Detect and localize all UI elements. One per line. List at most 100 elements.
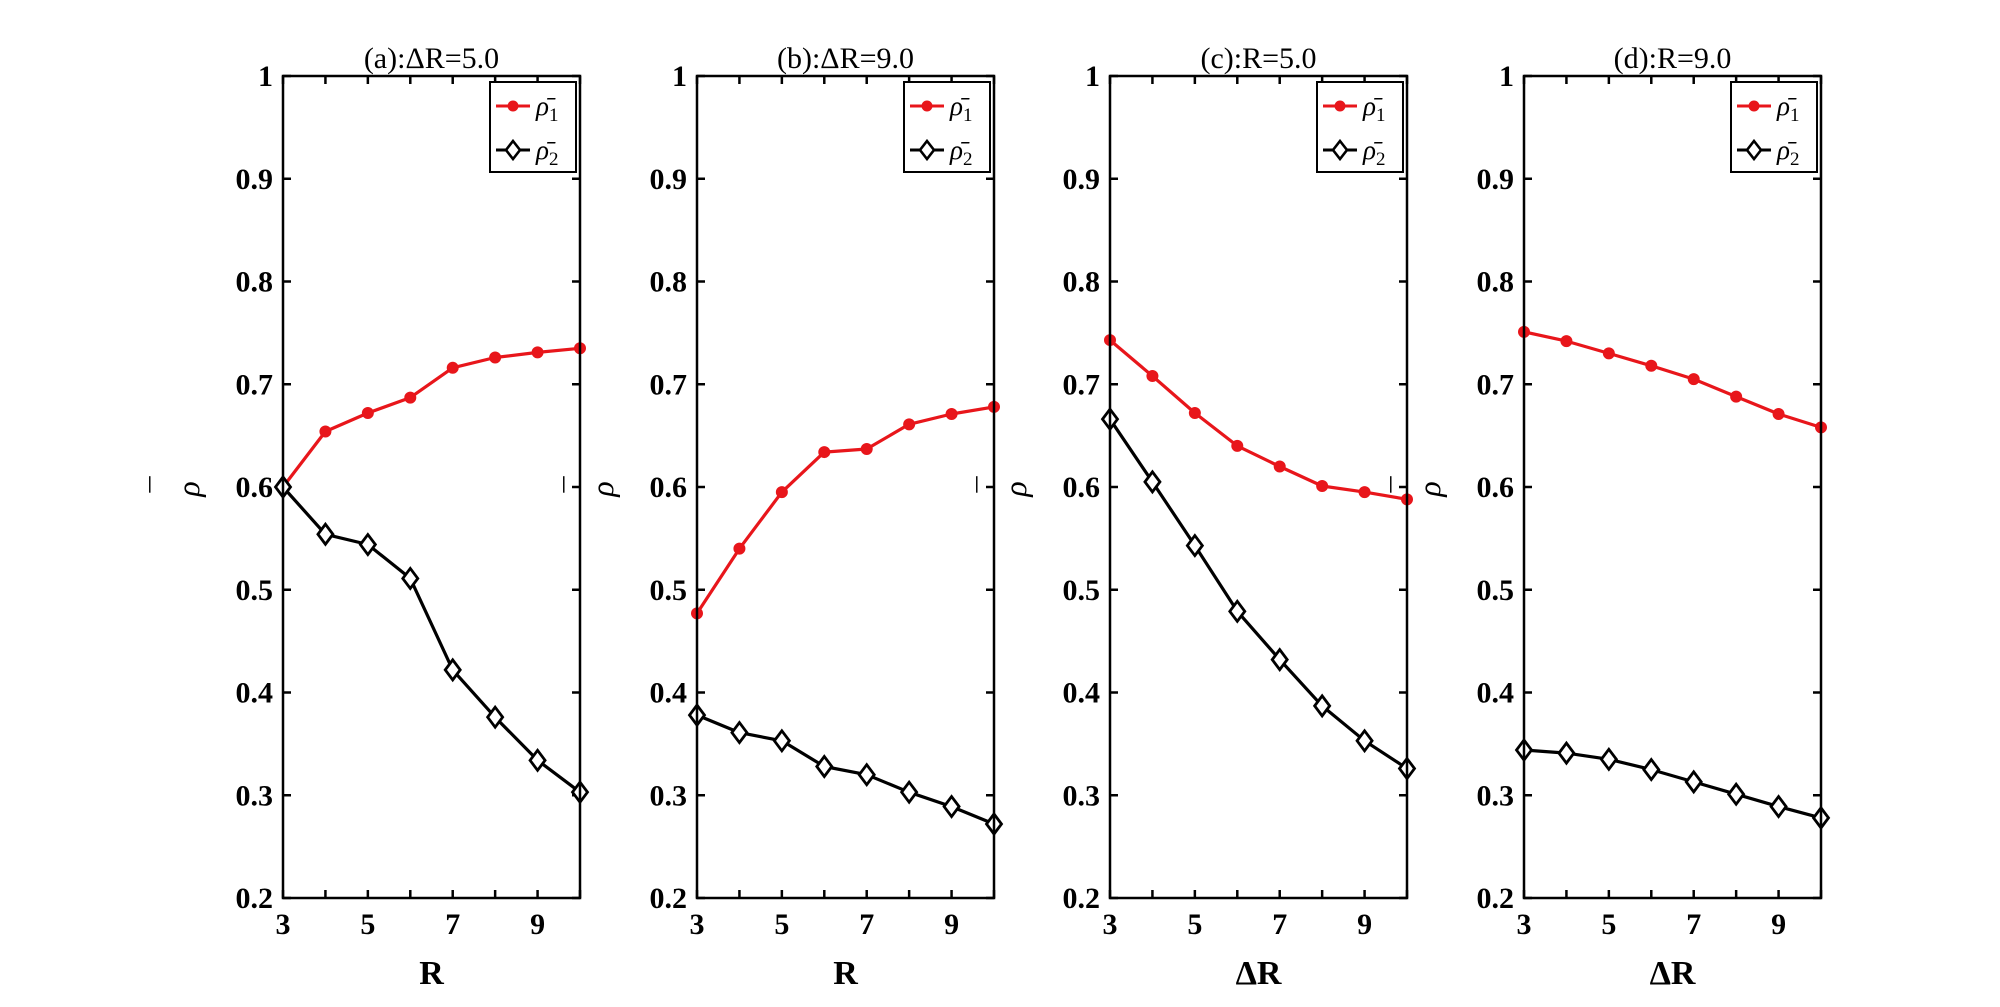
series-1 (1104, 334, 1413, 506)
series-line (1523, 330, 1822, 429)
data-point (1228, 598, 1247, 624)
y-axis-title: ρ¯ (971, 476, 1033, 498)
series-1 (1518, 325, 1827, 434)
data-point (528, 747, 547, 773)
legend: ρ̄1ρ̄2 (489, 81, 577, 173)
y-tick-label: 1 (1085, 60, 1100, 93)
legend-label-subscript: 1 (963, 105, 973, 126)
y-tick-label: 0.6 (1063, 471, 1101, 504)
panel-a: (a):ΔR=5.0 0.2 0.3 0.4 0.5 0.6 0.7 0.8 0.9 1 3 5 7 9 R… (144, 42, 590, 992)
y-tick-label: 1 (1499, 60, 1514, 93)
y-tick-label: 0.9 (236, 163, 274, 196)
y-axis-title-bar: ¯ (1385, 476, 1421, 495)
data-point (1599, 746, 1619, 772)
series-line (1108, 418, 1408, 770)
legend-box (1730, 81, 1818, 173)
x-axis-title: R (419, 955, 444, 992)
legend-box (489, 81, 577, 173)
data-point (772, 728, 792, 754)
data-point (1312, 693, 1332, 719)
data-point (1188, 407, 1201, 420)
data-point (319, 425, 332, 438)
data-point (485, 704, 505, 730)
data-point (316, 521, 335, 547)
y-tick-label: 0.7 (1063, 368, 1101, 401)
y-tick-label: 0.6 (1477, 471, 1515, 504)
x-axis-title: ΔR (1650, 955, 1696, 992)
x-axis-title: ΔR (1236, 955, 1282, 992)
data-point (1355, 728, 1374, 754)
legend-label-subscript: 1 (549, 105, 559, 126)
data-point (775, 486, 788, 499)
x-tick-label: 5 (1187, 908, 1202, 941)
y-tick-label: 0.8 (1063, 266, 1101, 299)
legend-marker (1334, 100, 1346, 112)
data-point (1143, 469, 1162, 495)
data-point (1602, 347, 1615, 360)
y-tick-label: 0.8 (650, 266, 688, 299)
y-tick-label: 0.7 (650, 368, 688, 401)
y-tick-label: 0.7 (1477, 368, 1515, 401)
legend-box (903, 81, 991, 173)
data-point (1185, 533, 1205, 558)
data-point (942, 794, 961, 819)
y-tick-label: 0.9 (1063, 163, 1101, 196)
y-tick-label: 0.4 (1063, 677, 1101, 710)
x-tick-label: 9 (1357, 908, 1372, 941)
legend-marker (1331, 138, 1349, 162)
panel-title: (c):R=5.0 (1200, 42, 1316, 75)
y-axis-title-bar: ¯ (971, 476, 1007, 495)
data-point (903, 418, 916, 431)
x-tick-label: 9 (1771, 908, 1786, 941)
series-2 (1514, 737, 1831, 831)
axes-box (281, 74, 582, 900)
legend-marker (507, 100, 519, 112)
legend-marker (504, 138, 522, 162)
data-point (361, 407, 374, 420)
y-tick-label: 0.2 (1063, 882, 1101, 915)
legend-marker (918, 138, 936, 162)
y-axis-title-bar: ¯ (558, 476, 594, 495)
legend: ρ̄1ρ̄2 (1316, 81, 1404, 173)
series-1 (277, 342, 586, 493)
data-point (1270, 647, 1289, 672)
y-tick-label: 0.3 (1477, 779, 1515, 812)
x-tick-label: 7 (445, 908, 460, 941)
data-point (1684, 769, 1703, 795)
y-axis-title-rho: ρ (170, 481, 206, 497)
panel-title: (d):R=9.0 (1614, 42, 1732, 75)
series-line (1108, 338, 1408, 501)
data-point (1231, 439, 1244, 452)
x-tick-label: 7 (859, 908, 874, 941)
legend: ρ̄1ρ̄2 (1730, 81, 1818, 173)
y-tick-label: 0.2 (236, 882, 274, 915)
data-point (489, 351, 502, 364)
x-axis-title: R (833, 955, 858, 992)
data-point (1273, 460, 1286, 473)
axes-box (1108, 74, 1409, 900)
data-point (1146, 370, 1159, 383)
axes-box (695, 74, 996, 900)
data-point (1358, 486, 1371, 499)
y-tick-label: 0.3 (650, 779, 688, 812)
y-tick-label: 0.4 (236, 677, 274, 710)
data-point (401, 566, 420, 591)
data-point (1645, 359, 1658, 372)
panel-b: (b):ΔR=9.0 0.2 0.3 0.4 0.5 0.6 0.7 0.8 0.9 1 3 5 7 9 R… (558, 42, 1004, 992)
y-tick-label: 1 (672, 60, 687, 93)
legend-item-2: ρ̄2 (910, 135, 972, 170)
data-point (733, 542, 746, 555)
y-tick-label: 0.3 (1063, 779, 1101, 812)
data-point (730, 720, 749, 745)
data-point (1687, 373, 1700, 386)
data-point (857, 762, 876, 788)
data-point (899, 779, 919, 805)
y-tick-label: 0.9 (1477, 163, 1515, 196)
data-point (1557, 740, 1576, 766)
y-tick-label: 0.2 (650, 882, 688, 915)
legend-label-subscript: 2 (549, 149, 559, 170)
y-tick-label: 0.5 (1477, 574, 1515, 607)
x-tick-label: 7 (1272, 908, 1287, 941)
